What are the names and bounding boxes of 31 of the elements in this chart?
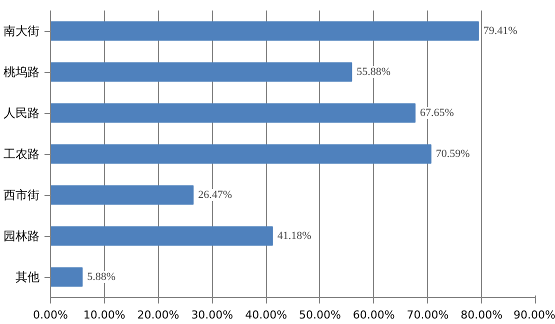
x-tick-label: 70.00% [406,308,449,322]
data-label: 70.59% [436,148,470,160]
y-tick-label: 工农路 [4,147,40,161]
data-label: 5.88% [87,271,116,283]
bar [50,185,194,205]
y-tick-label: 西市街 [4,188,40,202]
x-tick-label: 50.00% [298,308,341,322]
bar [50,103,416,123]
x-tick-label: 60.00% [352,308,395,322]
y-tick-label: 南大街 [4,24,40,38]
y-tick-label: 其他 [16,270,40,284]
data-label: 55.88% [356,66,391,78]
y-tick-label: 桃坞路 [4,65,40,79]
y-tick-label: 园林路 [4,229,40,243]
x-tick-label: 10.00% [83,308,126,322]
data-label: 41.18% [277,230,312,242]
y-tick-label: 人民路 [4,106,40,120]
x-tick-label: 40.00% [245,308,288,322]
data-label: 26.47% [198,189,232,201]
x-tick-label: 30.00% [191,308,234,322]
data-label: 79.41% [483,25,518,37]
x-tick-label: 0.00% [33,308,68,322]
data-label: 67.65% [420,107,454,119]
bar [50,226,273,246]
bar [50,62,352,82]
x-tick-label: 90.00% [514,308,555,322]
bar [50,144,432,164]
x-tick-label: 20.00% [137,308,180,322]
bar [50,267,83,287]
bar [50,21,479,41]
x-tick-label: 80.00% [460,308,503,322]
